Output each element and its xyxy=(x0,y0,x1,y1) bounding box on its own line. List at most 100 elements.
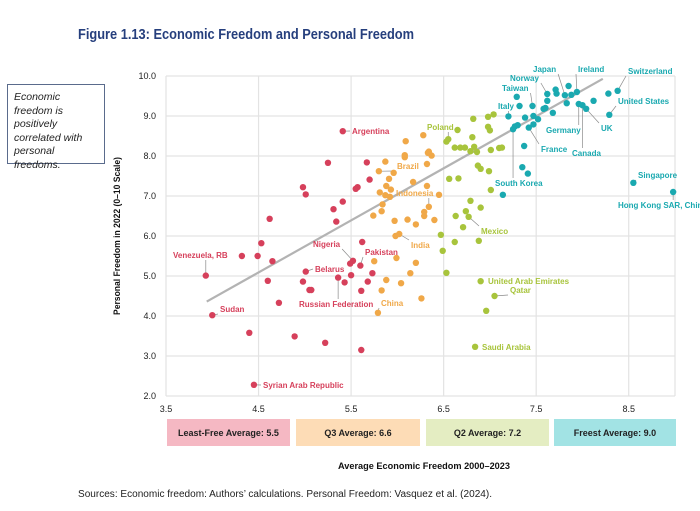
data-point-freest xyxy=(524,170,532,177)
data-point-q2 xyxy=(467,148,474,155)
data-point-freest xyxy=(499,191,507,198)
point-label: Argentina xyxy=(352,127,390,136)
data-point-freest xyxy=(505,113,512,120)
data-point-q2 xyxy=(459,224,467,231)
data-point-least-free xyxy=(366,176,373,183)
data-point-q3 xyxy=(409,178,417,186)
data-point-freest xyxy=(553,90,560,97)
point-label: Poland xyxy=(427,123,454,132)
data-point-least-free xyxy=(299,184,307,191)
y-tick-label: 9.0 xyxy=(143,111,156,121)
data-point-freest xyxy=(530,112,537,120)
point-label: Sudan xyxy=(220,305,245,314)
y-tick-label: 3.0 xyxy=(143,351,156,361)
data-point-q2 xyxy=(490,111,497,118)
point-label: Brazil xyxy=(397,162,419,171)
point-label: France xyxy=(541,145,568,154)
data-point-least-free xyxy=(266,215,273,222)
data-point-least-free xyxy=(254,252,261,260)
point-label: United States xyxy=(618,97,670,106)
data-point-q3 xyxy=(385,175,393,182)
point-label: Singapore xyxy=(638,171,678,180)
point-label: UK xyxy=(601,124,613,133)
data-point-least-free xyxy=(369,270,376,277)
data-point-q3 xyxy=(376,189,383,196)
y-tick-label: 5.0 xyxy=(143,271,156,281)
quartile-band xyxy=(426,419,549,446)
data-point-least-free xyxy=(341,279,348,286)
y-axis-label: Personal Freedom in 2022 (0–10 Scale) xyxy=(112,157,122,315)
point-label: Russian Federation xyxy=(299,300,373,309)
data-point-q3 xyxy=(391,217,398,224)
data-point-freest xyxy=(513,93,520,101)
data-point-q3 xyxy=(382,158,389,165)
point-label: Italy xyxy=(498,102,515,111)
data-point-least-free xyxy=(250,381,258,388)
data-point-least-free xyxy=(202,272,209,279)
data-point-least-free xyxy=(334,274,342,281)
quartile-band xyxy=(167,419,290,446)
data-point-freest xyxy=(540,105,547,113)
point-labels: Argentina Venezuela, RB Nigeria Pakistan Bel… xyxy=(173,65,700,390)
quartile-band-label: Q2 Average: 7.2 xyxy=(454,428,521,438)
data-point-q3 xyxy=(420,132,427,139)
point-label: Qatar xyxy=(510,286,531,295)
data-point-q3 xyxy=(425,203,433,210)
data-point-q2 xyxy=(477,278,484,285)
data-point-q2 xyxy=(454,126,461,134)
data-point-least-free xyxy=(358,346,365,354)
point-label: Syrian Arab Republic xyxy=(263,381,344,390)
data-point-q2 xyxy=(469,134,476,141)
data-point-q2 xyxy=(452,212,459,220)
point-label: Nigeria xyxy=(313,240,341,249)
x-tick-label: 4.5 xyxy=(252,404,265,414)
data-point-least-free xyxy=(321,339,329,346)
data-point-q2 xyxy=(470,143,478,150)
data-point-q2 xyxy=(437,231,445,238)
data-point-least-free xyxy=(306,286,313,294)
data-point-q3 xyxy=(401,154,408,161)
data-point-q3 xyxy=(412,221,420,228)
data-point-least-free xyxy=(264,277,271,284)
x-tick-label: 6.5 xyxy=(437,404,450,414)
data-point-q3 xyxy=(431,216,438,224)
data-point-freest xyxy=(544,97,551,105)
data-point-freest xyxy=(514,122,521,129)
data-point-least-free xyxy=(358,287,365,294)
data-point-least-free xyxy=(354,184,361,191)
data-point-q2 xyxy=(487,146,495,154)
y-tick-label: 8.0 xyxy=(143,151,156,161)
point-label: Taiwan xyxy=(502,84,529,93)
point-label: Indonesia xyxy=(396,189,434,198)
data-point-freest xyxy=(529,102,536,110)
quartile-bands: Least-Free Average: 5.5 Q3 Average: 6.6 Q2… xyxy=(167,419,676,446)
data-point-q3 xyxy=(402,138,409,145)
y-tick-label: 6.0 xyxy=(143,231,156,241)
quartile-band-label: Freest Average: 9.0 xyxy=(574,428,656,438)
data-point-freest xyxy=(519,164,526,171)
quartile-band xyxy=(296,419,420,446)
data-point-q2 xyxy=(445,175,453,182)
label-leader-line xyxy=(528,127,540,145)
data-point-q3 xyxy=(404,216,411,223)
data-point-q3 xyxy=(418,295,425,302)
data-point-q3 xyxy=(378,287,385,294)
x-axis-label: Average Economic Freedom 2000–2023 xyxy=(338,461,510,471)
y-tick-label: 7.0 xyxy=(143,191,156,201)
data-point-freest xyxy=(520,142,528,150)
data-point-q3 xyxy=(397,280,405,287)
point-label: Japan xyxy=(533,65,556,74)
data-point-least-free xyxy=(258,240,265,247)
data-point-q2 xyxy=(462,208,470,215)
data-point-freest xyxy=(516,102,523,110)
point-label: Belarus xyxy=(315,265,345,274)
data-point-least-free xyxy=(299,278,307,285)
data-point-least-free xyxy=(291,333,298,340)
data-point-q2 xyxy=(465,213,472,220)
point-label: South Korea xyxy=(495,179,543,188)
data-point-least-free xyxy=(238,252,246,260)
data-point-least-free xyxy=(302,191,309,198)
chart-title: Figure 1.13: Economic Freedom and Person… xyxy=(78,26,414,43)
data-point-q2 xyxy=(457,144,464,151)
data-point-freest xyxy=(573,88,581,96)
